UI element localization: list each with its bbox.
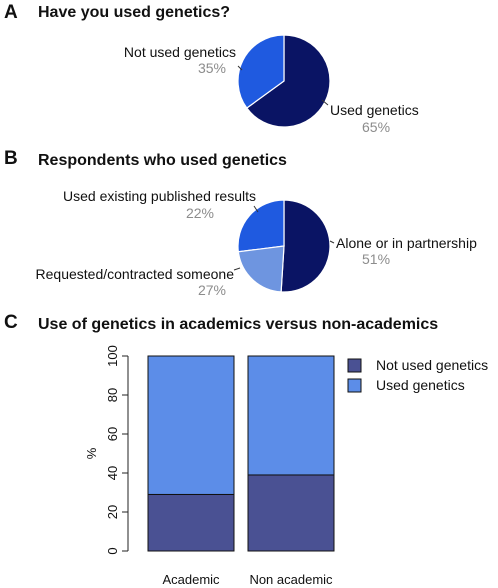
legend-label: Used genetics: [376, 377, 465, 393]
pie-b-leader-requested: [233, 267, 241, 271]
bar-y-tick-label: 80: [105, 388, 120, 402]
bar-academic-not-used-genetics: [147, 493, 235, 552]
legend-label: Not used genetics: [376, 357, 488, 373]
bar-non-academic-used-genetics: [247, 355, 335, 476]
bar-y-tick-label: 100: [105, 345, 120, 367]
bar-y-tick-label: 40: [105, 466, 120, 480]
pie-b-leader-existing: [253, 205, 259, 213]
panel-c-letter: C: [4, 312, 18, 333]
pie-b-pct-existing: 22%: [185, 205, 214, 221]
bar-category-label: Academic: [162, 572, 220, 587]
pie-b-leader-alone: [329, 240, 335, 244]
pie-a-label-not-used: Not used genetics: [123, 44, 236, 60]
bar-y-tick-label: 60: [105, 427, 120, 441]
bar-y-tick-label: 0: [105, 547, 120, 554]
legend-swatch: [347, 358, 362, 373]
panel-b-letter: B: [4, 148, 18, 169]
pie-b-slice-alone-or-in-partnership: [280, 199, 331, 293]
bar-y-tick-label: 20: [105, 505, 120, 519]
bar-category-label: Non academic: [249, 572, 333, 587]
pie-a-slice-not-used-genetics: [237, 34, 285, 109]
pie-b-slice-used-existing-published-results: [237, 245, 285, 293]
pie-b-label-alone: Alone or in partnership: [336, 235, 477, 251]
pie-b-label-requested: Requested/contracted someone: [35, 266, 234, 282]
pie-b-slice-requested-contracted-someone: [237, 199, 285, 253]
panel-a-title: Have you used genetics?: [38, 4, 231, 21]
pie-b-label-existing: Used existing published results: [63, 188, 256, 204]
pie-a-leader-used: [321, 99, 329, 106]
pie-b-pct-requested: 27%: [197, 282, 226, 298]
panel-c-title: Use of genetics in academics versus non-…: [38, 316, 439, 333]
pie-a-pct-used: 65%: [362, 119, 391, 135]
pie-a-pct-not-used: 35%: [197, 60, 226, 76]
legend-swatch: [347, 378, 362, 393]
pie-a-label-used: Used genetics: [330, 102, 419, 118]
panel-b-title: Respondents who used genetics: [38, 152, 287, 169]
panel-a-letter: A: [4, 2, 18, 23]
bar-non-academic-not-used-genetics: [247, 474, 335, 552]
bar-academic-used-genetics: [147, 355, 235, 495]
pie-b-pct-alone: 51%: [362, 251, 391, 267]
pie-a-leader-not-used: [237, 65, 243, 71]
bar-y-axis-label: %: [84, 447, 99, 459]
